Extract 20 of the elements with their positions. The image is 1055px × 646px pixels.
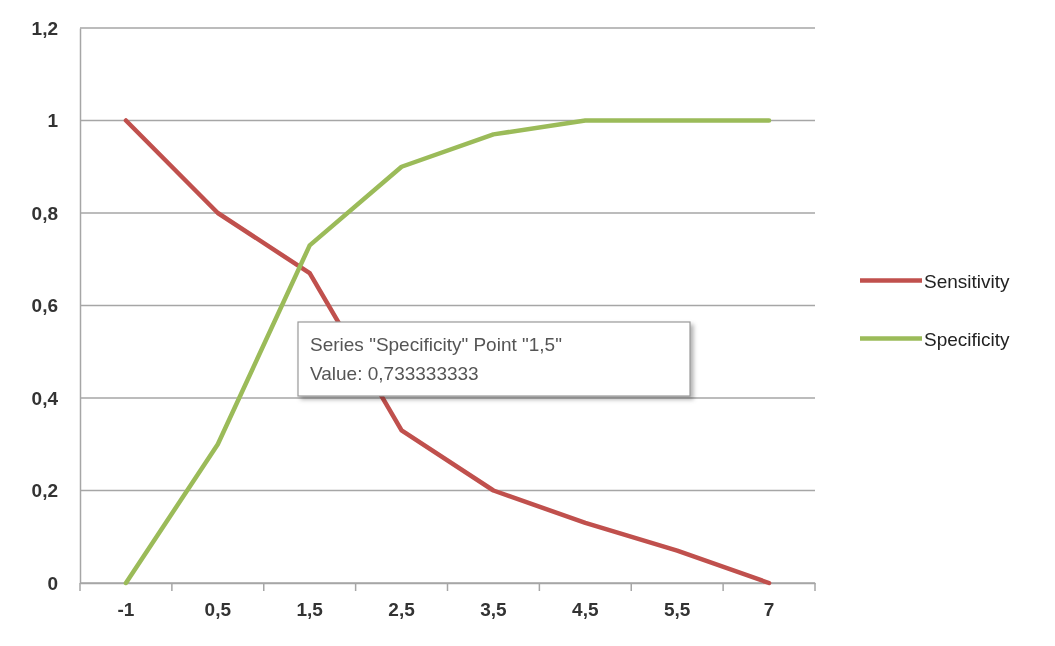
annotation: Series "Specificity" Point "1,5" Value: 0,733333333 <box>310 334 562 384</box>
x-tick-label: 4,5 <box>572 599 599 621</box>
x-tick-label: 2,5 <box>388 599 416 621</box>
y-tick-label: 1,2 <box>31 17 58 39</box>
y-tick-label: 0 <box>47 572 58 594</box>
x-tick-label: 3,5 <box>480 599 508 621</box>
legend-label: Sensitivity <box>924 270 1011 292</box>
y-tick-label: 0,4 <box>31 387 59 409</box>
tooltip-box: Series "Specificity" Point "1,5" Value: 0,733333333 <box>297 321 691 397</box>
x-tick-label: 0,5 <box>204 599 232 621</box>
legend-label: Specificity <box>924 328 1011 350</box>
x-tick-label: 7 <box>763 599 775 621</box>
y-tick-label: 0,8 <box>31 202 58 224</box>
y-tick-label: 0,2 <box>31 480 58 502</box>
y-tick-label: 0,6 <box>31 295 58 317</box>
y-tick-label: 1 <box>47 110 59 132</box>
x-tick-label: 5,5 <box>663 599 691 621</box>
line-series <box>123 118 772 586</box>
x-tick-label: 1,5 <box>296 599 324 621</box>
x-tick-label: -1 <box>117 599 135 621</box>
